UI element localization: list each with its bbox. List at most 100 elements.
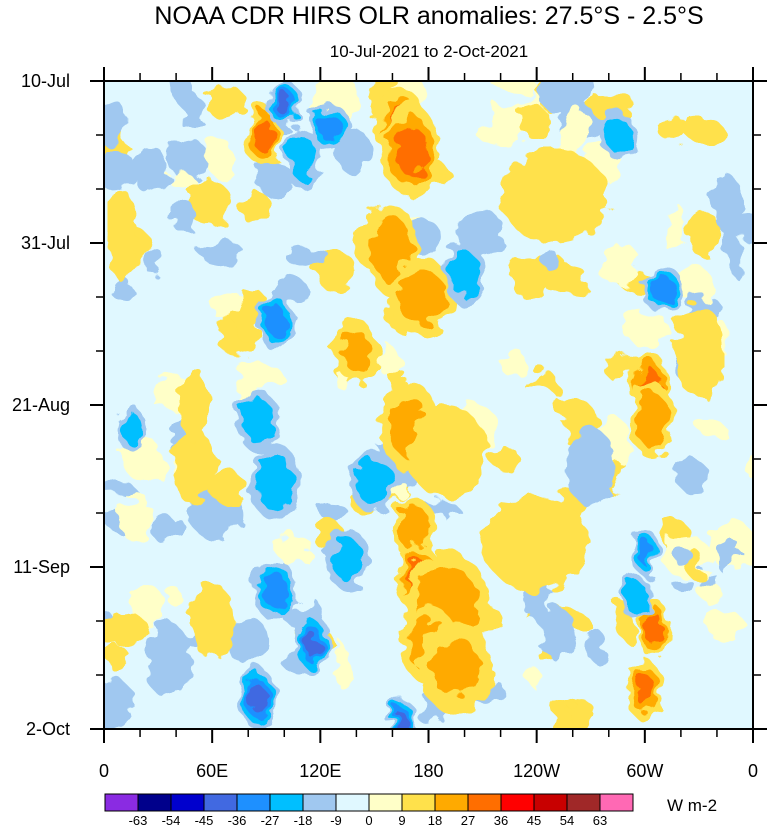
anomaly-texture-patch <box>201 241 241 263</box>
y-tick-label: 31-Jul <box>21 233 70 253</box>
anomaly-contour <box>500 150 609 243</box>
x-tick-label: 0 <box>748 761 758 781</box>
anomaly-texture-patch <box>159 520 190 540</box>
anomaly-texture-patch <box>676 579 696 596</box>
x-tick-label: 60W <box>626 761 663 781</box>
anomaly-texture-patch <box>525 666 542 687</box>
anomaly-contour <box>673 304 725 398</box>
anomaly-feature <box>419 621 492 714</box>
anomaly-contour <box>448 251 481 297</box>
colorbar: -63 -54 -45 -36 -27 -18 -9 0 9 18 27 36 45 54 63 <box>104 793 634 828</box>
anomaly-feature <box>349 451 400 513</box>
anomaly-contour <box>636 392 668 449</box>
anomaly-contour <box>179 366 209 444</box>
chart-title: NOAA CDR HIRS OLR anomalies: 27.5°S - 2.… <box>154 2 703 30</box>
colorbar-label: -9 <box>330 813 342 828</box>
colorbar-swatch <box>533 793 568 812</box>
y-tick-label: 11-Sep <box>13 557 70 577</box>
anomaly-feature <box>388 258 454 336</box>
anomaly-texture-patch <box>539 246 556 268</box>
anomaly-contour <box>406 405 487 498</box>
anomaly-texture-patch <box>537 81 579 112</box>
colorbar-label: 18 <box>428 813 442 828</box>
anomaly-texture-patch <box>605 244 639 275</box>
anomaly-texture-patch <box>205 83 245 120</box>
colorbar-units: W m-2 <box>667 796 717 815</box>
x-tick-label: 0 <box>99 761 109 781</box>
anomaly-texture-patch <box>168 138 209 182</box>
colorbar-swatch <box>302 793 337 812</box>
anomaly-feature <box>392 497 436 560</box>
anomaly-texture-patch <box>445 127 464 148</box>
anomaly-contour <box>252 118 273 152</box>
anomaly-texture-patch <box>226 614 266 664</box>
anomaly-feature <box>253 559 297 622</box>
anomaly-feature <box>599 111 636 159</box>
anomaly-texture-patch <box>503 349 526 379</box>
anomaly-texture-patch <box>706 609 745 643</box>
anomaly-feature <box>179 366 209 444</box>
anomaly-texture-patch <box>673 545 691 566</box>
anomaly-texture-patch <box>109 277 133 300</box>
anomaly-texture-patch <box>104 375 123 401</box>
colorbar-swatch <box>203 793 238 812</box>
anomaly-feature <box>235 389 279 452</box>
anomaly-texture-patch <box>104 678 134 728</box>
anomaly-texture-patch <box>673 460 711 492</box>
anomaly-texture-patch <box>319 504 351 522</box>
anomaly-feature <box>266 81 303 128</box>
anomaly-feature <box>442 243 487 305</box>
anomaly-contour <box>394 125 427 176</box>
colorbar-label: 54 <box>560 813 574 828</box>
anomaly-texture-patch <box>722 644 741 664</box>
anomaly-contour <box>635 674 655 707</box>
anomaly-texture-patch <box>170 81 196 112</box>
y-tick-label: 2-Oct <box>26 719 70 739</box>
anomaly-texture-patch <box>667 204 685 255</box>
anomaly-feature <box>307 104 351 151</box>
anomaly-texture-patch <box>718 538 739 574</box>
anomaly-feature <box>190 582 234 660</box>
anomaly-texture-patch <box>617 492 644 545</box>
colorbar-label: 27 <box>461 813 475 828</box>
anomaly-features-layer <box>107 81 725 729</box>
x-tick-label: 120E <box>299 761 341 781</box>
anomaly-contour <box>190 582 234 660</box>
anomaly-texture-patch <box>676 266 714 302</box>
anomaly-texture-patch <box>490 81 537 92</box>
anomaly-contour <box>604 118 631 152</box>
anomaly-texture-patch <box>621 312 670 345</box>
anomaly-feature <box>381 104 440 197</box>
anomaly-texture-patch <box>104 408 115 429</box>
anomaly-texture-patch <box>743 451 753 477</box>
colorbar-swatch <box>236 793 271 812</box>
colorbar-swatch <box>401 793 436 812</box>
colorbar-swatch <box>335 793 370 812</box>
anomaly-texture-patch <box>234 288 264 340</box>
anomaly-texture-patch <box>674 596 698 647</box>
anomaly-contour <box>249 684 266 712</box>
anomaly-texture-patch <box>513 385 561 432</box>
anomaly-feature <box>641 266 685 313</box>
colorbar-label: 63 <box>593 813 607 828</box>
anomaly-contour <box>565 428 616 506</box>
colorbar-swatch <box>599 793 634 812</box>
colorbar-swatch <box>170 793 205 812</box>
colorbar-swatch <box>434 793 469 812</box>
anomaly-texture-patch <box>257 159 293 200</box>
anomaly-contour <box>317 114 342 141</box>
colorbar-label: -18 <box>294 813 313 828</box>
anomaly-texture-patch <box>146 247 162 275</box>
colorbar-swatch <box>269 793 304 812</box>
anomaly-texture-patch <box>723 227 743 279</box>
anomaly-texture-patch <box>526 619 544 653</box>
colorbar-swatch <box>500 793 535 812</box>
anomaly-texture-patch <box>585 626 606 664</box>
colorbar-label: 45 <box>527 813 541 828</box>
anomaly-texture-patch <box>104 613 147 647</box>
anomaly-contour <box>241 397 273 443</box>
anomaly-contour <box>395 712 408 729</box>
anomaly-texture-patch <box>205 134 233 179</box>
anomaly-texture-patch <box>334 640 351 692</box>
anomaly-contour <box>646 612 662 646</box>
